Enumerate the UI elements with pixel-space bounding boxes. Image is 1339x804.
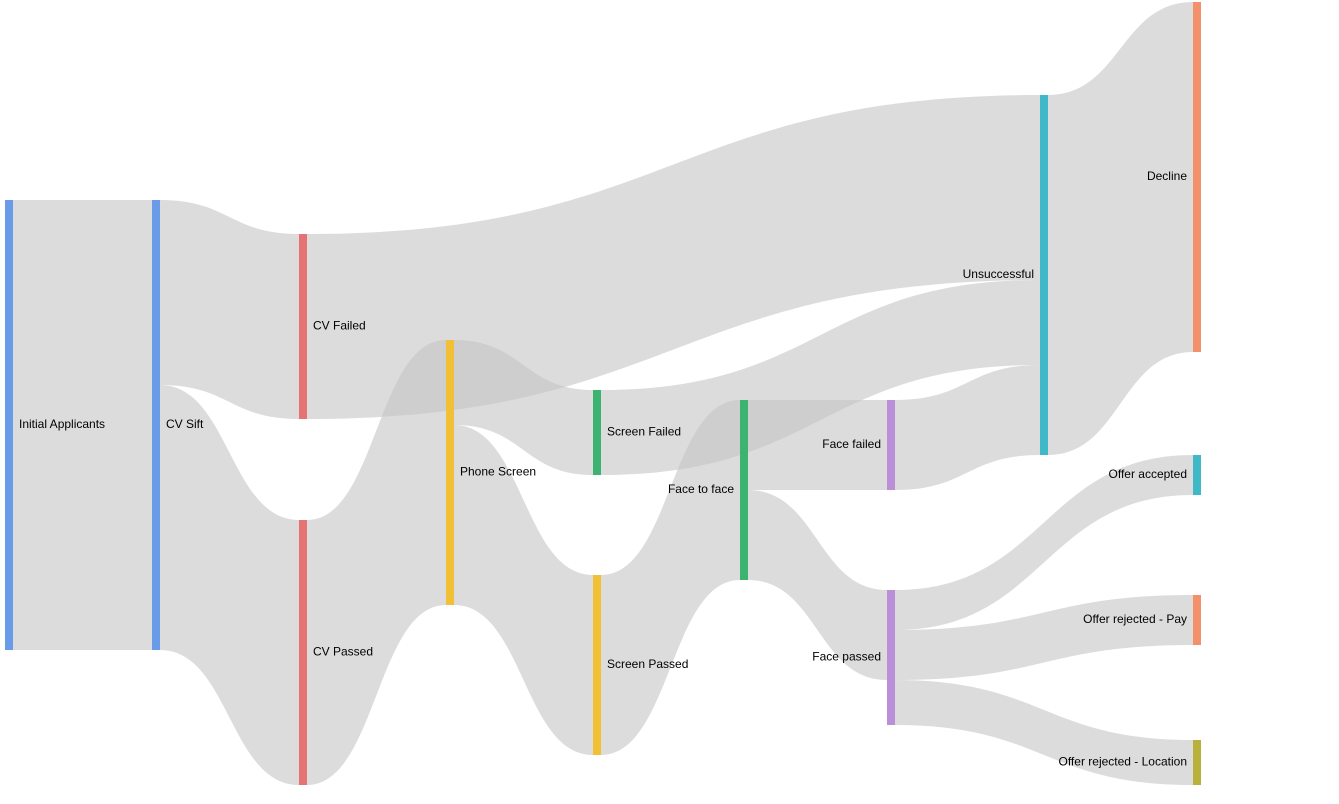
sankey-node (152, 200, 160, 650)
sankey-node (887, 400, 895, 490)
sankey-node-label: Offer accepted (1109, 467, 1188, 481)
sankey-node (299, 520, 307, 785)
sankey-node (593, 390, 601, 475)
sankey-node-label: Phone Screen (460, 465, 536, 479)
sankey-node-label: Screen Passed (607, 657, 688, 671)
sankey-node-label: Decline (1147, 169, 1187, 183)
sankey-node-label: Face passed (812, 650, 881, 664)
sankey-node (740, 400, 748, 580)
sankey-link (160, 385, 299, 785)
sankey-node-label: Initial Applicants (19, 417, 105, 431)
sankey-node-label: Unsuccessful (963, 267, 1034, 281)
sankey-node (1193, 2, 1201, 352)
sankey-link (895, 365, 1040, 490)
sankey-link (895, 680, 1193, 785)
sankey-node-label: CV Failed (313, 319, 366, 333)
sankey-node-label: Offer rejected - Pay (1083, 612, 1187, 626)
sankey-node (593, 575, 601, 755)
sankey-node (887, 590, 895, 725)
sankey-node-label: Screen Failed (607, 425, 681, 439)
sankey-node-label: Face failed (822, 437, 881, 451)
sankey-link (1048, 2, 1193, 455)
sankey-links (13, 2, 1193, 785)
sankey-node (1193, 595, 1201, 645)
sankey-node-label: CV Passed (313, 645, 373, 659)
sankey-node (1193, 455, 1201, 495)
sankey-node (1193, 740, 1201, 785)
sankey-node (1040, 95, 1048, 455)
sankey-chart: Initial Applicants CV Sift CV Failed CV Pas… (0, 0, 1339, 804)
sankey-node-label: CV Sift (166, 417, 204, 431)
sankey-node (299, 234, 307, 419)
sankey-link (160, 200, 299, 419)
sankey-node (446, 340, 454, 605)
sankey-node (5, 200, 13, 650)
sankey-node-label: Face to face (668, 482, 734, 496)
sankey-node-label: Offer rejected - Location (1058, 755, 1187, 769)
